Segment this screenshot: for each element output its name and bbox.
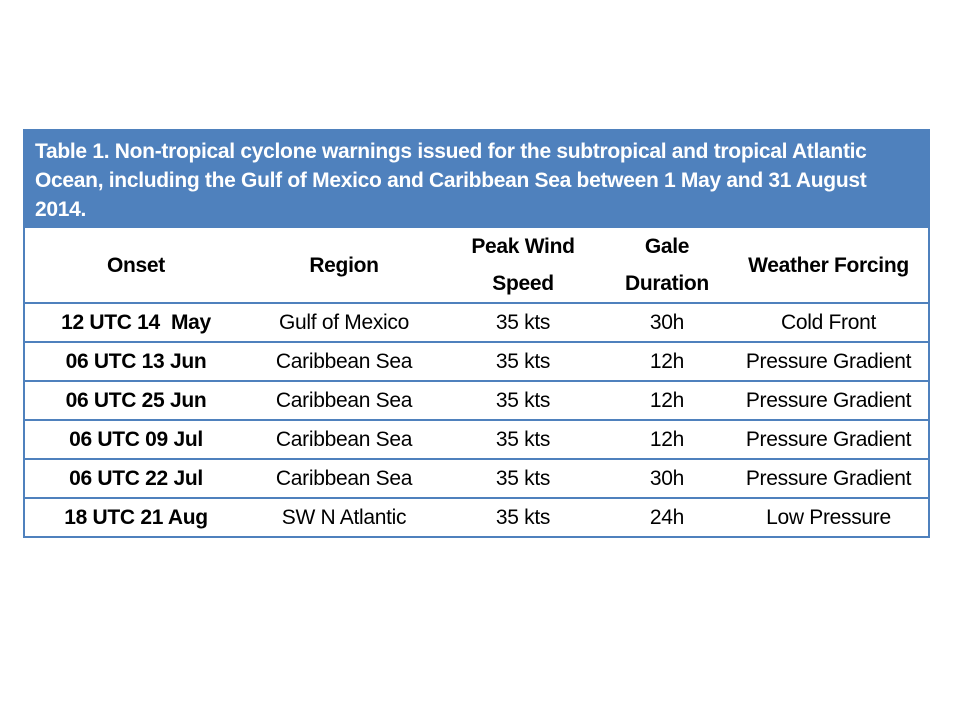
cell-forcing: Cold Front bbox=[729, 303, 928, 343]
cell-peak-wind: 35 kts bbox=[441, 303, 605, 343]
cell-region: SW N Atlantic bbox=[281, 505, 407, 529]
cell-onset: 18 UTC 21 Aug bbox=[64, 505, 208, 529]
cell-onset: 06 UTC 22 Jul bbox=[25, 459, 247, 499]
table-row: 06 UTC 25 Jun Caribbean Sea 35 kts 12h P… bbox=[25, 381, 928, 421]
cell-region: Caribbean Sea bbox=[247, 342, 441, 382]
cell-gale-duration: 24h bbox=[649, 505, 685, 529]
header-peak-wind-speed: Peak Wind Speed bbox=[441, 228, 605, 304]
cell-onset: 06 UTC 13 Jun bbox=[25, 342, 247, 382]
cell-forcing: Pressure Gradient bbox=[729, 381, 928, 421]
cell-peak-wind: 35 kts bbox=[441, 381, 605, 421]
cell-region: Caribbean Sea bbox=[247, 459, 441, 499]
header-onset: Onset bbox=[25, 228, 247, 304]
table-row: 12 UTC 14 May Gulf of Mexico 35 kts 30h … bbox=[25, 303, 928, 343]
cell-peak-wind: 35 kts bbox=[495, 505, 551, 529]
cell-forcing: Pressure Gradient bbox=[729, 459, 928, 499]
cell-forcing: Pressure Gradient bbox=[729, 420, 928, 460]
cell-forcing: Low Pressure bbox=[766, 505, 891, 529]
cell-peak-wind: 35 kts bbox=[441, 459, 605, 499]
header-gale-duration: Gale Duration bbox=[605, 228, 729, 304]
cell-onset: 06 UTC 25 Jun bbox=[25, 381, 247, 421]
header-weather-forcing: Weather Forcing bbox=[729, 228, 928, 304]
header-gale-line1: Gale bbox=[644, 235, 690, 258]
cell-forcing: Pressure Gradient bbox=[729, 342, 928, 382]
cell-gale-duration: 30h bbox=[605, 459, 729, 499]
cell-peak-wind: 35 kts bbox=[441, 342, 605, 382]
table-row: 06 UTC 22 Jul Caribbean Sea 35 kts 30h P… bbox=[25, 459, 928, 499]
cell-region: Caribbean Sea bbox=[247, 381, 441, 421]
table-header-row: Onset Region Peak Wind Speed Gale Durati… bbox=[25, 228, 928, 304]
header-peak-wind-line1: Peak Wind bbox=[471, 235, 575, 258]
cell-gale-duration: 12h bbox=[605, 381, 729, 421]
cell-region: Caribbean Sea bbox=[247, 420, 441, 460]
cell-gale-duration: 12h bbox=[605, 420, 729, 460]
table-caption: Table 1. Non-tropical cyclone warnings i… bbox=[25, 131, 928, 228]
table-row: 18 UTC 21 Aug SW N Atlantic 35 kts 24h L… bbox=[25, 498, 928, 536]
cell-onset: 12 UTC 14 May bbox=[25, 303, 247, 343]
warnings-table-container: Table 1. Non-tropical cyclone warnings i… bbox=[23, 129, 930, 538]
cell-peak-wind: 35 kts bbox=[441, 420, 605, 460]
table-row: 06 UTC 13 Jun Caribbean Sea 35 kts 12h P… bbox=[25, 342, 928, 382]
cell-region: Gulf of Mexico bbox=[247, 303, 441, 343]
warnings-table: Onset Region Peak Wind Speed Gale Durati… bbox=[25, 228, 928, 536]
header-gale-line2: Duration bbox=[625, 272, 709, 295]
table-row: 06 UTC 09 Jul Caribbean Sea 35 kts 12h P… bbox=[25, 420, 928, 460]
cell-gale-duration: 12h bbox=[605, 342, 729, 382]
header-peak-wind-line2: Speed bbox=[492, 272, 554, 295]
cell-onset: 06 UTC 09 Jul bbox=[25, 420, 247, 460]
cell-gale-duration: 30h bbox=[605, 303, 729, 343]
header-region: Region bbox=[247, 228, 441, 304]
